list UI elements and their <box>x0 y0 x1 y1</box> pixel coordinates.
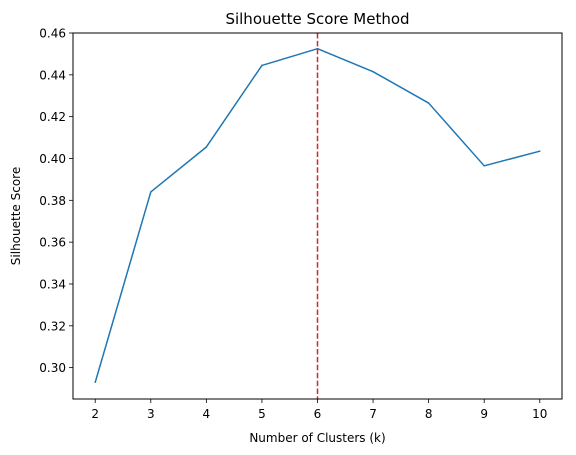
data-point-k5 <box>261 64 263 67</box>
data-point-k3 <box>150 191 152 193</box>
x-tick-label: 6 <box>314 407 322 421</box>
x-tick-label: 3 <box>147 407 155 421</box>
x-tick-label: 7 <box>369 407 377 421</box>
x-axis-label: Number of Clusters (k) <box>249 431 385 445</box>
x-tick-label: 4 <box>203 407 211 421</box>
chart-title: Silhouette Score Method <box>225 10 409 28</box>
x-tick-label: 10 <box>532 407 547 421</box>
x-tick-label: 5 <box>258 407 266 421</box>
y-tick-label: 0.38 <box>39 194 66 208</box>
x-tick-label: 2 <box>91 407 99 421</box>
x-tick-label: 8 <box>425 407 433 421</box>
data-point-k10 <box>539 150 541 152</box>
data-point-k4 <box>205 146 208 148</box>
y-tick-label: 0.44 <box>39 68 66 82</box>
y-tick-label: 0.42 <box>39 110 66 124</box>
data-point-k2 <box>94 381 96 384</box>
y-axis-label: Silhouette Score <box>9 167 23 265</box>
y-tick-label: 0.36 <box>39 236 66 250</box>
y-axis-ticks: 0.30 0.32 0.34 0.36 0.38 0.40 0.42 0.44 0.46 <box>39 27 73 375</box>
data-point-k7 <box>372 70 374 73</box>
plot-area <box>94 33 541 399</box>
x-axis-ticks: 2 3 4 5 6 7 8 9 10 <box>91 399 547 421</box>
y-tick-label: 0.46 <box>39 27 66 41</box>
data-point-k9 <box>483 165 485 167</box>
data-point-k8 <box>427 102 430 104</box>
x-tick-label: 9 <box>480 407 488 421</box>
y-tick-label: 0.40 <box>39 152 66 166</box>
y-tick-label: 0.34 <box>39 277 66 291</box>
y-tick-label: 0.30 <box>39 361 66 375</box>
y-tick-label: 0.32 <box>39 319 66 333</box>
